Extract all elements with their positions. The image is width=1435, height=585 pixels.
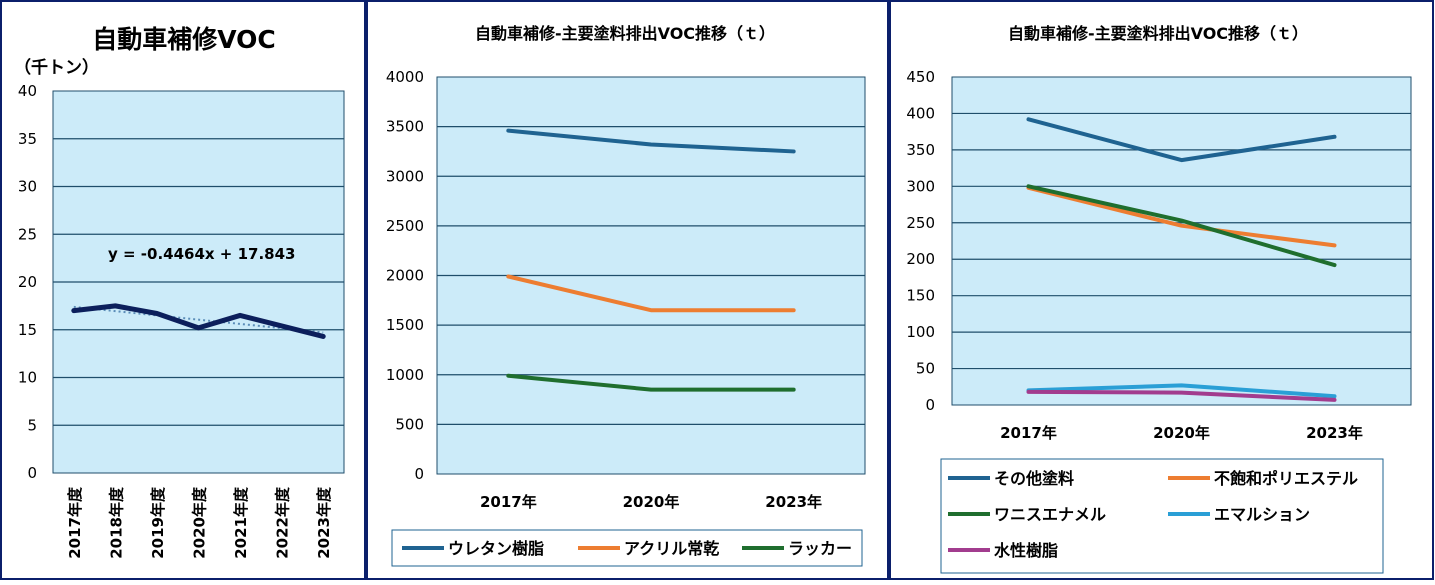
chart-1-xtick-label: 2022年度 bbox=[274, 486, 292, 559]
chart-3: 自動車補修-主要塗料排出VOC推移（ｔ） 0 50 100 150 200 250 300 3… bbox=[906, 24, 1412, 574]
chart-3-ytick-label: 400 bbox=[906, 104, 935, 122]
chart-1-series-line-1 bbox=[71, 303, 326, 339]
chart-1-trend-equation: y = -0.4464x + 17.843 bbox=[108, 245, 295, 263]
chart-3-xtick-label: 2023年 bbox=[1306, 424, 1363, 442]
chart-1-trendline bbox=[73, 305, 324, 334]
chart-2-ytick-label: 2000 bbox=[386, 267, 424, 285]
chart-2-ytick-label: 3000 bbox=[386, 167, 424, 185]
chart-1-xtick-label: 2021年度 bbox=[232, 486, 250, 559]
chart-2-series-line-2 bbox=[506, 274, 796, 313]
chart-1-ytick-label: 30 bbox=[18, 178, 37, 196]
chart-3-legend-box bbox=[940, 458, 1384, 574]
chart-1-ytick-label: 10 bbox=[18, 369, 37, 387]
chart-3-legend-label: エマルション bbox=[1214, 505, 1310, 524]
chart-3-xtick-label: 2020年 bbox=[1153, 424, 1210, 442]
chart-3-ytick-label: 350 bbox=[906, 141, 935, 159]
chart-2-ytick-label: 3500 bbox=[386, 118, 424, 136]
chart-1: 自動車補修VOC （千トン） 0 5 10 15 20 25 30 35 40 2017年度 20… bbox=[14, 25, 345, 559]
chart-2-ytick-label: 500 bbox=[395, 415, 424, 433]
chart-1-ytick-label: 15 bbox=[18, 321, 37, 339]
chart-3-legend-label: 水性樹脂 bbox=[994, 541, 1058, 560]
chart-1-title: 自動車補修VOC bbox=[92, 25, 276, 54]
chart-3-legend-label: ワニスエナメル bbox=[994, 505, 1106, 524]
chart-2-ytick-label: 0 bbox=[414, 465, 424, 483]
chart-1-ytick-label: 5 bbox=[27, 416, 37, 434]
chart-2-xtick-label: 2023年 bbox=[765, 493, 822, 511]
chart-2-ytick-label: 1500 bbox=[386, 316, 424, 334]
chart-3-ytick-label: 450 bbox=[906, 68, 935, 86]
chart-3-ytick-label: 150 bbox=[906, 287, 935, 305]
chart-3-title: 自動車補修-主要塗料排出VOC推移（ｔ） bbox=[1008, 24, 1308, 43]
chart-3-series-line-5 bbox=[1026, 389, 1337, 402]
chart-3-series-line-4 bbox=[1026, 383, 1337, 399]
chart-3-legend-label: その他塗料 bbox=[994, 469, 1074, 488]
chart-3-plot-area bbox=[951, 76, 1412, 406]
chart-1-ytick-label: 0 bbox=[27, 464, 37, 482]
chart-2-series-line-1 bbox=[506, 128, 796, 154]
chart-1-ytick-label: 35 bbox=[18, 130, 37, 148]
chart-3-series-line-3 bbox=[1026, 184, 1337, 268]
chart-3-ytick-label: 0 bbox=[925, 396, 935, 414]
chart-2-title: 自動車補修-主要塗料排出VOC推移（ｔ） bbox=[475, 24, 775, 43]
chart-3-series-line-2 bbox=[1026, 185, 1337, 248]
chart-1-ytick-label: 20 bbox=[18, 273, 37, 291]
chart-1-ytick-label: 40 bbox=[18, 82, 37, 100]
chart-1-xtick-label: 2023年度 bbox=[315, 486, 333, 559]
chart-2: 自動車補修-主要塗料排出VOC推移（ｔ） 0 500 1000 1500 2000 250… bbox=[386, 24, 866, 567]
chart-3-legend-label: 不飽和ポリエステル bbox=[1214, 469, 1358, 488]
chart-2-legend-label: ウレタン樹脂 bbox=[448, 539, 544, 558]
chart-1-xtick-label: 2018年度 bbox=[107, 486, 125, 559]
chart-2-xtick-label: 2020年 bbox=[623, 493, 680, 511]
chart-1-xtick-label: 2019年度 bbox=[149, 486, 167, 559]
chart-3-series-line-1 bbox=[1026, 117, 1337, 163]
chart-3-ytick-label: 250 bbox=[906, 214, 935, 232]
chart-1-xtick-label: 2020年度 bbox=[191, 486, 209, 559]
chart-2-legend-label: ラッカー bbox=[788, 539, 852, 558]
chart-3-ytick-label: 200 bbox=[906, 250, 935, 268]
chart-1-xtick-label: 2017年度 bbox=[66, 486, 84, 559]
chart-3-ytick-label: 300 bbox=[906, 177, 935, 195]
chart-3-xtick-label: 2017年 bbox=[1000, 424, 1057, 442]
chart-1-unit-label: （千トン） bbox=[14, 57, 99, 78]
chart-2-series-line-3 bbox=[506, 373, 796, 392]
chart-1-ytick-label: 25 bbox=[18, 225, 37, 243]
chart-2-ytick-label: 4000 bbox=[386, 68, 424, 86]
chart-2-ytick-label: 2500 bbox=[386, 217, 424, 235]
chart-2-xtick-label: 2017年 bbox=[480, 493, 537, 511]
chart-2-ytick-label: 1000 bbox=[386, 366, 424, 384]
chart-2-legend-label: アクリル常乾 bbox=[624, 539, 719, 558]
chart-3-ytick-label: 100 bbox=[906, 323, 935, 341]
chart-3-ytick-label: 50 bbox=[916, 360, 935, 378]
